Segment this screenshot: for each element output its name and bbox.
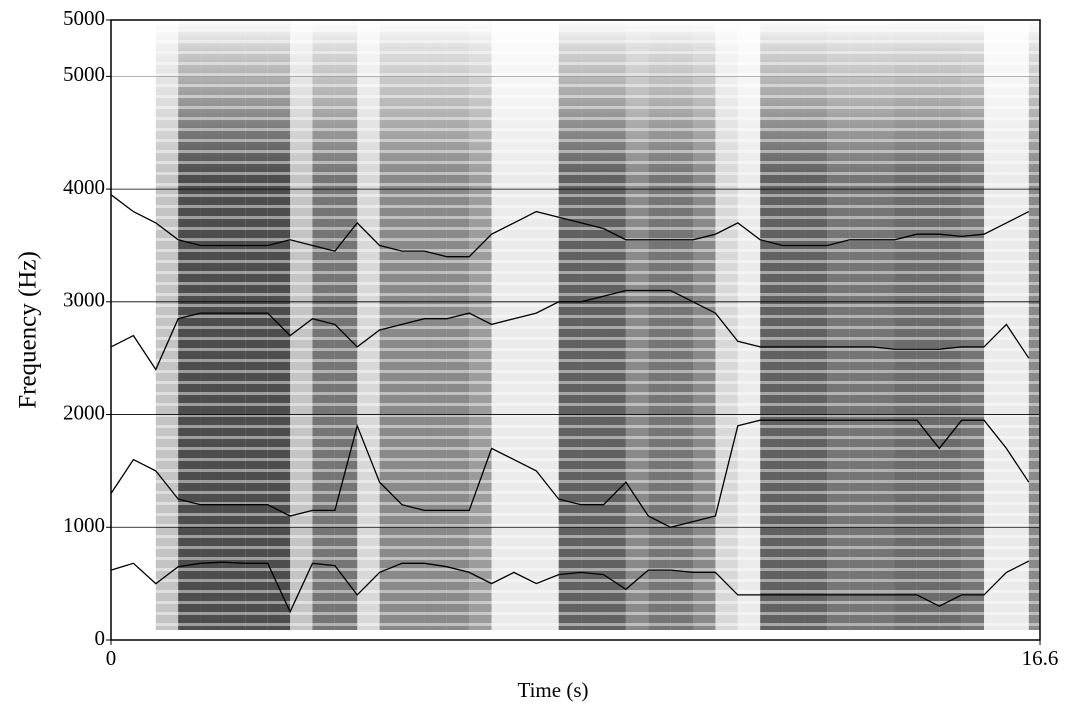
x-axis-label: Time (s) [518,678,589,702]
y-tick-label: 3000 [63,288,105,312]
y-axis-label: Frequency (Hz) [15,251,42,409]
formant-line [110,419,1030,528]
formant-line [110,560,1030,614]
y-tick-label: 0 [95,626,106,650]
x-tick-label: 16.6 [1022,646,1059,670]
formant-line [110,194,1030,258]
frame [110,19,1041,641]
y-tick-label: 4000 [63,175,105,199]
y-tick-label: 5000 [63,6,105,30]
labels: 0 1000 2000 3000 4000 5000 5000 0 16.6 [63,6,1058,670]
formants [110,194,1030,614]
y-tick-label: 2000 [63,400,105,424]
y-tick-label: 5000 [63,62,105,86]
formant-line [110,289,1030,371]
x-tick-label: 0 [106,646,117,670]
striation [111,20,1040,640]
y-tick-label: 1000 [63,513,105,537]
